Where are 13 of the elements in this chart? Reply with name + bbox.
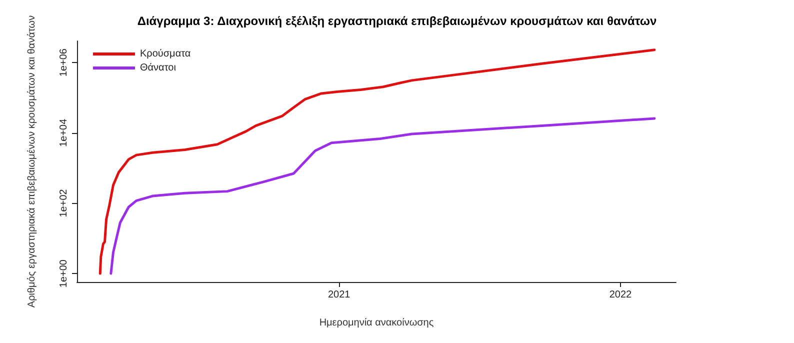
legend-label: Θάνατοι <box>140 62 176 74</box>
line-series <box>110 117 656 275</box>
y-tick-label: 1e+04 <box>58 118 70 147</box>
x-tick-label: 2022 <box>609 290 632 300</box>
y-tick-label: 1e+06 <box>58 48 70 77</box>
y-tick-label: 1e+00 <box>58 259 70 288</box>
chart-title: Διάγραμμα 3: Διαχρονική εξέλιξη εργαστηριακά επιβεβαιωμένων κρουσμάτων και θανάτων <box>137 14 658 28</box>
x-axis-title: Ημερομηνία ανακοίνωσης <box>319 318 434 328</box>
y-tick-label: 1e+02 <box>58 188 70 218</box>
legend-label: Κρούσματα <box>140 48 191 60</box>
x-tick-label: 2021 <box>328 290 351 300</box>
y-axis-title: Αριθμός εργαστηριακά επιβεβαιωμένων κρουσμάτων και θανάτων <box>26 15 38 308</box>
line-series <box>98 48 656 275</box>
